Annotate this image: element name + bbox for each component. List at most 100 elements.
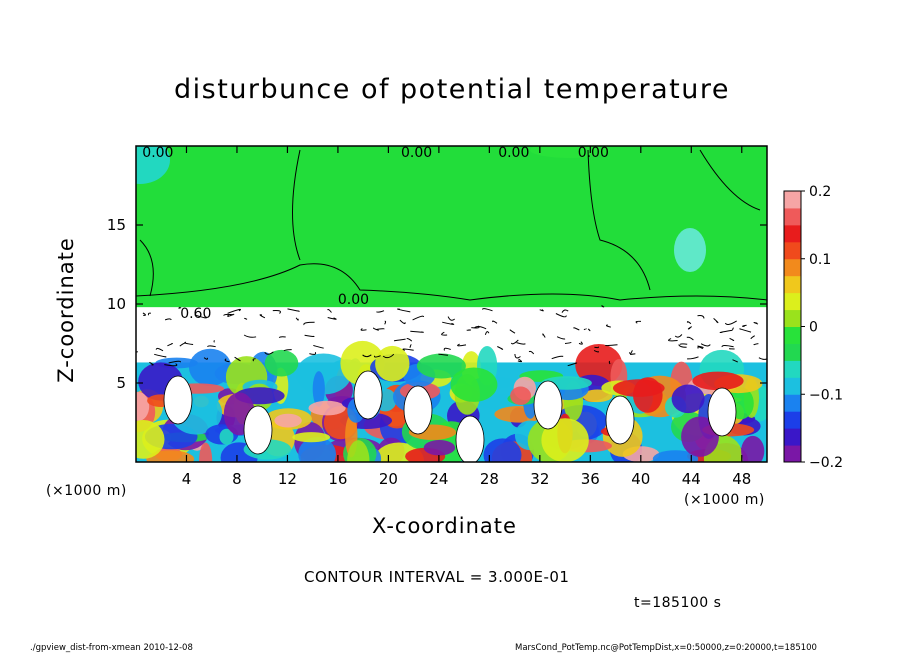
contour-line: [227, 308, 242, 314]
colorbar-swatch: [784, 207, 801, 226]
contour-line: [410, 330, 424, 333]
contour-line: [608, 360, 611, 365]
contour-line: [605, 324, 611, 328]
field-blob: [416, 353, 466, 379]
contour-line: [668, 338, 678, 342]
contour-line: [179, 342, 186, 347]
contour-line: [555, 313, 567, 318]
contour-line: [224, 358, 230, 363]
contour-line: [292, 149, 301, 261]
field-blob: [450, 367, 498, 402]
colorbar-swatch: [784, 275, 801, 294]
x-tick-label: 36: [581, 470, 600, 488]
contour-line: [442, 321, 455, 325]
contour-line: [373, 355, 381, 358]
contour-line: [758, 357, 767, 360]
contour-line: [397, 308, 411, 313]
field-blob: [295, 353, 352, 395]
contour-line: [438, 353, 449, 356]
field-blob: [510, 386, 531, 405]
contour-line: [164, 318, 172, 321]
contour-line: [510, 339, 519, 345]
field-blob: [312, 371, 325, 407]
field-blob: [692, 371, 744, 391]
contour-line: [376, 310, 385, 313]
x-tick-label: 4: [182, 470, 192, 488]
colorbar-swatch: [784, 224, 801, 243]
contour-line: [604, 344, 618, 347]
contour-line: [697, 345, 704, 349]
contour-line: [139, 239, 154, 297]
contour-interval-label: CONTOUR INTERVAL = 3.000E-01: [304, 568, 570, 586]
chart-title: disturbunce of potential temperature: [174, 74, 730, 105]
contour-label: 0.00: [578, 145, 609, 161]
contour-line: [517, 358, 523, 363]
contour-line: [753, 343, 759, 346]
contour-line: [556, 336, 566, 340]
plume-core: [605, 395, 635, 445]
field-blob: [652, 450, 699, 462]
plume-core: [353, 370, 383, 420]
contour-line: [406, 338, 413, 342]
contour-line: [724, 320, 737, 326]
contour-line: [227, 313, 235, 317]
colorbar-tick-label: 0.1: [809, 252, 831, 268]
contour-line: [136, 263, 767, 301]
contour-line: [136, 351, 138, 353]
contour-line: [629, 353, 636, 355]
contour-line: [753, 322, 759, 325]
contour-line: [713, 318, 719, 324]
contour-line: [587, 149, 651, 291]
contour-line: [234, 356, 241, 362]
field-blob: [136, 392, 150, 421]
field-blob: [199, 442, 213, 462]
contour-line: [539, 309, 544, 312]
contour-line: [164, 363, 178, 367]
contour-line: [564, 341, 572, 344]
colorbar-swatch: [784, 445, 801, 463]
contour-line: [295, 317, 299, 321]
contour-line: [474, 325, 487, 330]
x-tick-label: 48: [732, 470, 751, 488]
colorbar-swatch: [784, 241, 801, 260]
contour-line: [313, 344, 324, 349]
time-label: t=185100 s: [634, 595, 722, 611]
contour-line: [697, 346, 704, 350]
contour-line: [147, 312, 151, 316]
contour-line: [283, 349, 292, 352]
colorbar-tick-label: 0: [809, 320, 818, 336]
contour-line: [482, 308, 493, 312]
colorbar-swatch: [784, 343, 801, 361]
contour-line: [687, 326, 692, 330]
colorbar-swatch: [784, 394, 801, 412]
contour-label: 0.00: [142, 145, 173, 161]
colorbar-swatch: [784, 258, 801, 277]
plume-core: [403, 385, 433, 435]
field-blob: [633, 377, 663, 413]
colorbar-swatch: [784, 360, 801, 378]
contour-line: [587, 328, 591, 332]
contour-line: [393, 338, 406, 342]
footer-right: MarsCond_PotTemp.nc@PotTempDist,x=0:5000…: [515, 643, 817, 653]
contour-line: [194, 314, 208, 319]
contour-line: [686, 321, 692, 325]
contour-line: [447, 316, 456, 321]
colorbar-tick-label: −0.2: [809, 455, 843, 471]
field-blob: [189, 348, 232, 387]
x-tick-label: 44: [682, 470, 701, 488]
y-tick-label: 15: [107, 216, 126, 234]
x-tick-label: 24: [429, 470, 448, 488]
contour-line: [484, 331, 490, 335]
field-blob: [582, 389, 613, 403]
contour-line: [542, 333, 546, 338]
colorbar-swatch: [784, 191, 801, 209]
contour-line: [578, 341, 583, 345]
contour-line: [443, 347, 451, 351]
contour-line: [272, 309, 281, 314]
contour-line: [252, 358, 256, 362]
colorbar-swatch: [784, 377, 801, 395]
y-tick-label: 5: [116, 374, 126, 392]
contour-line: [742, 324, 747, 327]
contour-line: [457, 343, 467, 347]
contour-line: [732, 327, 734, 330]
